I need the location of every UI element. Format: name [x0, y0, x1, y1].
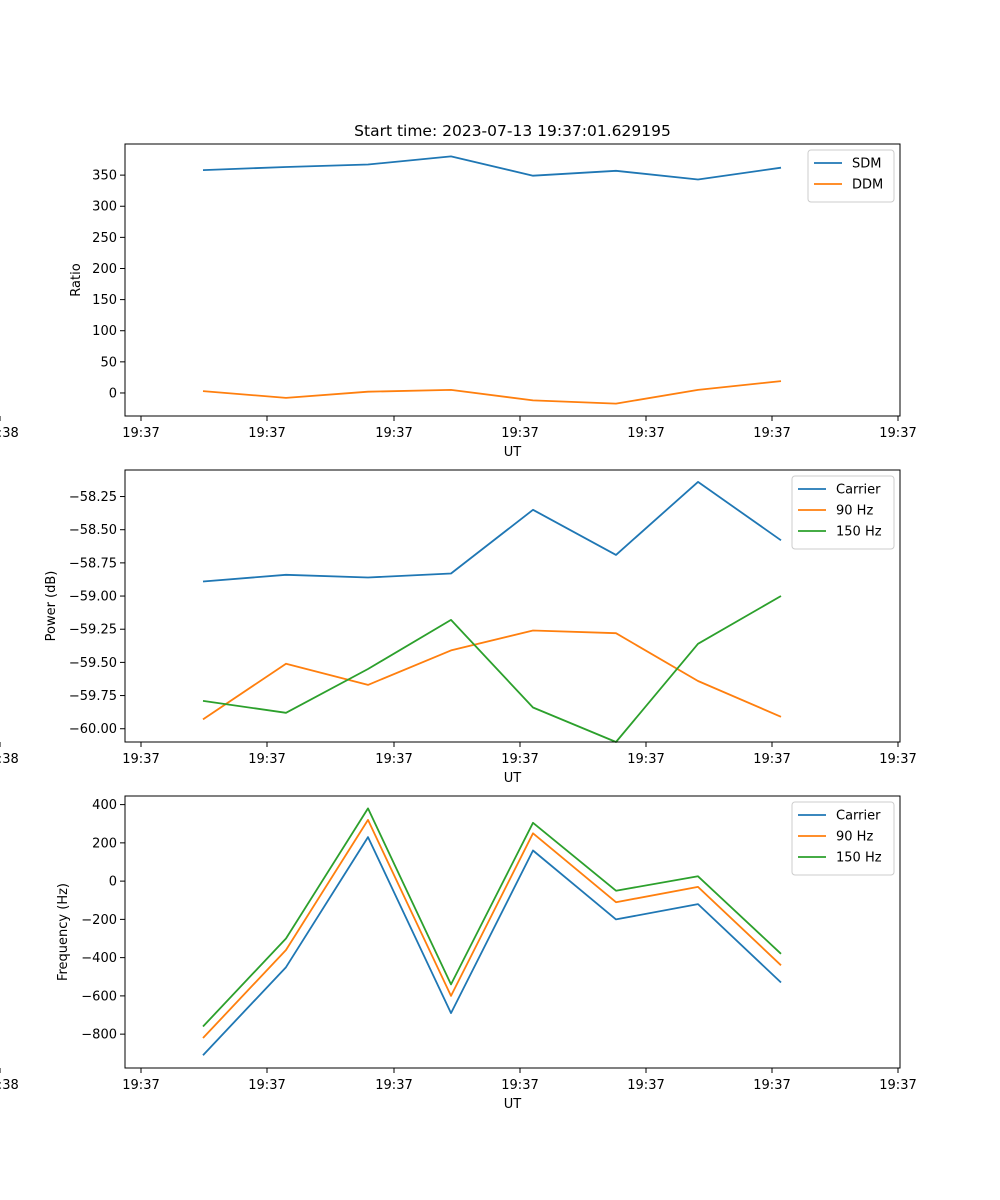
- chart-2: 19:37 19:37 19:37 19:37 19:37 19:37 19:37 19:38…: [0, 469, 917, 786]
- x-axis-label: UT: [504, 445, 522, 460]
- chart-1: Start time: 2023-07-13 19:37:01.629195 19…: [0, 122, 917, 460]
- x-tick-label: 19:37: [248, 752, 285, 767]
- x-tick-label: 19:37: [627, 426, 664, 441]
- y-tick-label: 0: [109, 386, 117, 401]
- x-tick-label: 19:37: [879, 426, 916, 441]
- y-tick-label: 350: [92, 169, 117, 184]
- x-tick-label: 19:37: [627, 752, 664, 767]
- y-tick-label: −59.25: [69, 623, 117, 638]
- chart-3: 19:37 19:37 19:37 19:37 19:37 19:37 19:37 19:38…: [0, 795, 917, 1112]
- legend: SDM DDM: [807, 149, 895, 203]
- plot-area: [125, 796, 900, 1068]
- y-tick-label: 150: [92, 293, 117, 308]
- legend-label: 150 Hz: [836, 525, 882, 540]
- x-tick-label: 19:37: [627, 1078, 664, 1093]
- y-tick-label: −600: [81, 989, 117, 1004]
- x-tick-label: 19:37: [501, 752, 538, 767]
- y-axis-label: Ratio: [69, 263, 84, 296]
- x-axis-label: UT: [504, 771, 522, 786]
- legend-label: 150 Hz: [836, 851, 882, 866]
- y-tick-label: −58.75: [69, 556, 117, 571]
- x-tick-label: 19:37: [122, 1078, 159, 1093]
- y-tick-label: −59.00: [69, 590, 117, 605]
- series-line-ddm: [202, 380, 782, 405]
- y-tick-label: −58.50: [69, 523, 117, 538]
- axes-frame: [124, 143, 901, 417]
- x-tick-label: 19:38: [0, 752, 19, 767]
- legend-label: 90 Hz: [836, 830, 873, 845]
- x-tick-label: 19:37: [375, 752, 412, 767]
- y-tick-label: −59.75: [69, 689, 117, 704]
- y-tick-label: −400: [81, 951, 117, 966]
- x-tick-label: 19:37: [501, 1078, 538, 1093]
- x-tick-label: 19:37: [248, 426, 285, 441]
- y-tick-label: −58.25: [69, 490, 117, 505]
- axes-frame: [124, 469, 901, 743]
- x-axis-label: UT: [504, 1097, 522, 1112]
- x-tick-label: 19:37: [753, 1078, 790, 1093]
- x-tick-label: 19:37: [879, 1078, 916, 1093]
- x-tick-label: 19:37: [122, 426, 159, 441]
- x-tick-label: 19:37: [375, 426, 412, 441]
- series-line-carrier: [202, 480, 782, 583]
- series-line-carrier: [202, 836, 782, 1056]
- y-tick-label: 50: [100, 355, 117, 370]
- chart-title: Start time: 2023-07-13 19:37:01.629195: [354, 122, 671, 140]
- y-tick-label: 400: [92, 798, 117, 813]
- y-tick-label: 300: [92, 200, 117, 215]
- y-axis-label: Power (dB): [44, 571, 59, 642]
- legend-label: SDM: [852, 157, 881, 172]
- x-tick-label: 19:37: [122, 752, 159, 767]
- x-tick-label: 19:37: [375, 1078, 412, 1093]
- series-line-90-hz: [202, 629, 782, 721]
- x-tick-label: 19:38: [0, 426, 19, 441]
- legend-label: Carrier: [836, 483, 881, 498]
- series-line-sdm: [202, 155, 782, 181]
- y-tick-label: −200: [81, 913, 117, 928]
- y-tick-label: 200: [92, 836, 117, 851]
- y-tick-label: 100: [92, 324, 117, 339]
- y-tick-label: −59.50: [69, 656, 117, 671]
- legend: Carrier 90 Hz 150 Hz: [791, 801, 895, 876]
- y-tick-label: 200: [92, 262, 117, 277]
- charts: Start time: 2023-07-13 19:37:01.629195 19…: [0, 122, 917, 1112]
- plot-area: [125, 470, 900, 742]
- y-tick-label: 250: [92, 231, 117, 246]
- x-tick-label: 19:37: [248, 1078, 285, 1093]
- series-line-150-hz: [202, 595, 782, 743]
- legend-label: Carrier: [836, 809, 881, 824]
- x-tick-label: 19:37: [879, 752, 916, 767]
- x-tick-label: 19:37: [501, 426, 538, 441]
- plot-area: [125, 144, 900, 416]
- y-tick-label: −60.00: [69, 722, 117, 737]
- x-tick-label: 19:38: [0, 1078, 19, 1093]
- legend-label: DDM: [852, 178, 883, 193]
- legend-label: 90 Hz: [836, 504, 873, 519]
- y-tick-label: 0: [109, 875, 117, 890]
- legend: Carrier 90 Hz 150 Hz: [791, 475, 895, 550]
- axes-frame: [124, 795, 901, 1069]
- series-line-150-hz: [202, 807, 782, 1028]
- y-tick-label: −800: [81, 1028, 117, 1043]
- series-line-90-hz: [202, 819, 782, 1039]
- x-tick-label: 19:37: [753, 752, 790, 767]
- x-tick-label: 19:37: [753, 426, 790, 441]
- y-axis-label: Frequency (Hz): [56, 883, 71, 981]
